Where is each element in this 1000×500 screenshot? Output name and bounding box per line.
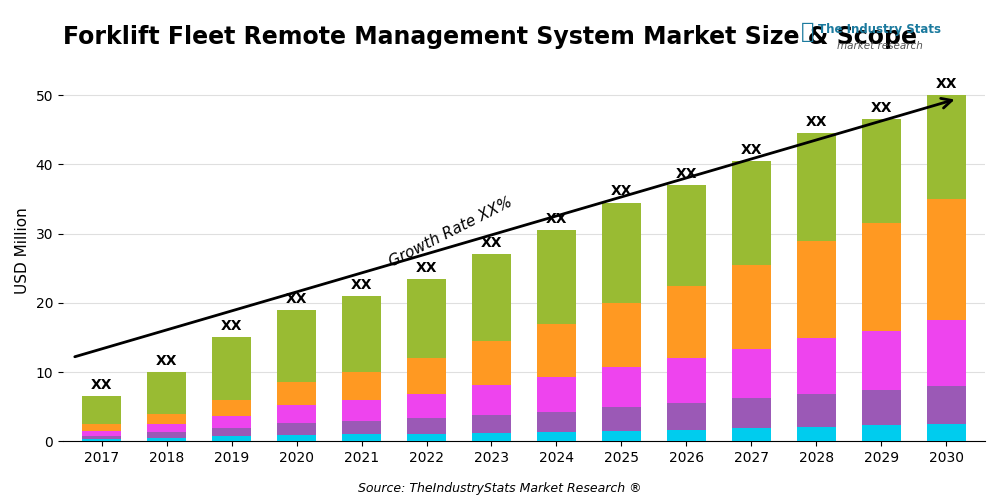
Text: XX: XX <box>611 184 632 198</box>
Text: XX: XX <box>351 278 372 292</box>
Text: XX: XX <box>156 354 178 368</box>
Bar <box>797 426 836 442</box>
Bar <box>212 436 251 442</box>
Bar <box>927 199 966 320</box>
Y-axis label: USD Million: USD Million <box>15 208 30 294</box>
Text: XX: XX <box>91 378 113 392</box>
Bar <box>732 161 771 265</box>
Bar <box>212 400 251 415</box>
Bar <box>277 435 316 442</box>
Bar <box>472 254 511 341</box>
Bar <box>862 120 901 224</box>
Bar <box>82 396 121 424</box>
Bar <box>342 372 381 400</box>
Bar <box>667 402 706 429</box>
Bar <box>147 438 186 442</box>
Bar <box>277 310 316 382</box>
Bar <box>472 385 511 415</box>
Text: Source: TheIndustryStats Market Research ®: Source: TheIndustryStats Market Research… <box>358 482 642 495</box>
Bar <box>732 265 771 348</box>
Bar <box>212 338 251 400</box>
Bar <box>277 382 316 406</box>
Bar <box>667 286 706 358</box>
Text: XX: XX <box>870 102 892 116</box>
Bar <box>342 421 381 434</box>
Bar <box>147 432 186 438</box>
Text: XX: XX <box>481 236 502 250</box>
Bar <box>212 416 251 428</box>
Bar <box>732 348 771 399</box>
Bar <box>472 415 511 433</box>
Bar <box>602 366 641 406</box>
Bar <box>537 230 576 324</box>
Bar <box>927 424 966 442</box>
Bar <box>82 439 121 442</box>
Bar <box>797 242 836 338</box>
Bar <box>927 320 966 386</box>
Text: XX: XX <box>416 260 437 274</box>
Bar <box>602 406 641 431</box>
Bar <box>82 431 121 436</box>
Bar <box>602 431 641 442</box>
Bar <box>407 418 446 434</box>
Bar <box>927 96 966 199</box>
Text: XX: XX <box>286 292 307 306</box>
Bar <box>602 202 641 303</box>
Bar <box>797 338 836 394</box>
Bar <box>927 386 966 424</box>
Bar <box>602 303 641 366</box>
Bar <box>212 428 251 436</box>
Bar <box>732 398 771 428</box>
Bar <box>407 394 446 418</box>
Bar <box>342 296 381 372</box>
Bar <box>82 424 121 431</box>
Text: market research: market research <box>837 41 923 51</box>
Bar <box>732 428 771 442</box>
Text: The Industry Stats: The Industry Stats <box>818 22 942 36</box>
Bar <box>862 390 901 426</box>
Bar <box>342 434 381 442</box>
Bar <box>407 358 446 394</box>
Bar <box>537 377 576 412</box>
Text: Forklift Fleet Remote Management System Market Size & Scope: Forklift Fleet Remote Management System … <box>63 25 917 49</box>
Bar <box>147 414 186 424</box>
Bar <box>537 432 576 442</box>
Bar <box>537 324 576 377</box>
Bar <box>472 433 511 442</box>
Bar <box>862 426 901 442</box>
Text: Growth Rate XX%: Growth Rate XX% <box>386 194 514 270</box>
Bar <box>537 412 576 432</box>
Bar <box>667 358 706 403</box>
Bar <box>862 224 901 331</box>
Text: ⛳: ⛳ <box>801 22 815 42</box>
Bar <box>147 424 186 432</box>
Text: XX: XX <box>935 77 957 91</box>
Text: XX: XX <box>676 167 697 181</box>
Bar <box>797 394 836 426</box>
Bar <box>862 331 901 390</box>
Bar <box>797 134 836 242</box>
Text: XX: XX <box>805 115 827 129</box>
Bar <box>472 341 511 385</box>
Bar <box>407 278 446 358</box>
Bar <box>342 400 381 421</box>
Text: XX: XX <box>546 212 567 226</box>
Text: XX: XX <box>221 320 242 334</box>
Bar <box>667 185 706 286</box>
Text: XX: XX <box>740 143 762 157</box>
Bar <box>147 372 186 414</box>
Bar <box>277 406 316 423</box>
Bar <box>277 424 316 435</box>
Bar <box>407 434 446 442</box>
Bar <box>82 436 121 439</box>
Bar <box>667 430 706 442</box>
